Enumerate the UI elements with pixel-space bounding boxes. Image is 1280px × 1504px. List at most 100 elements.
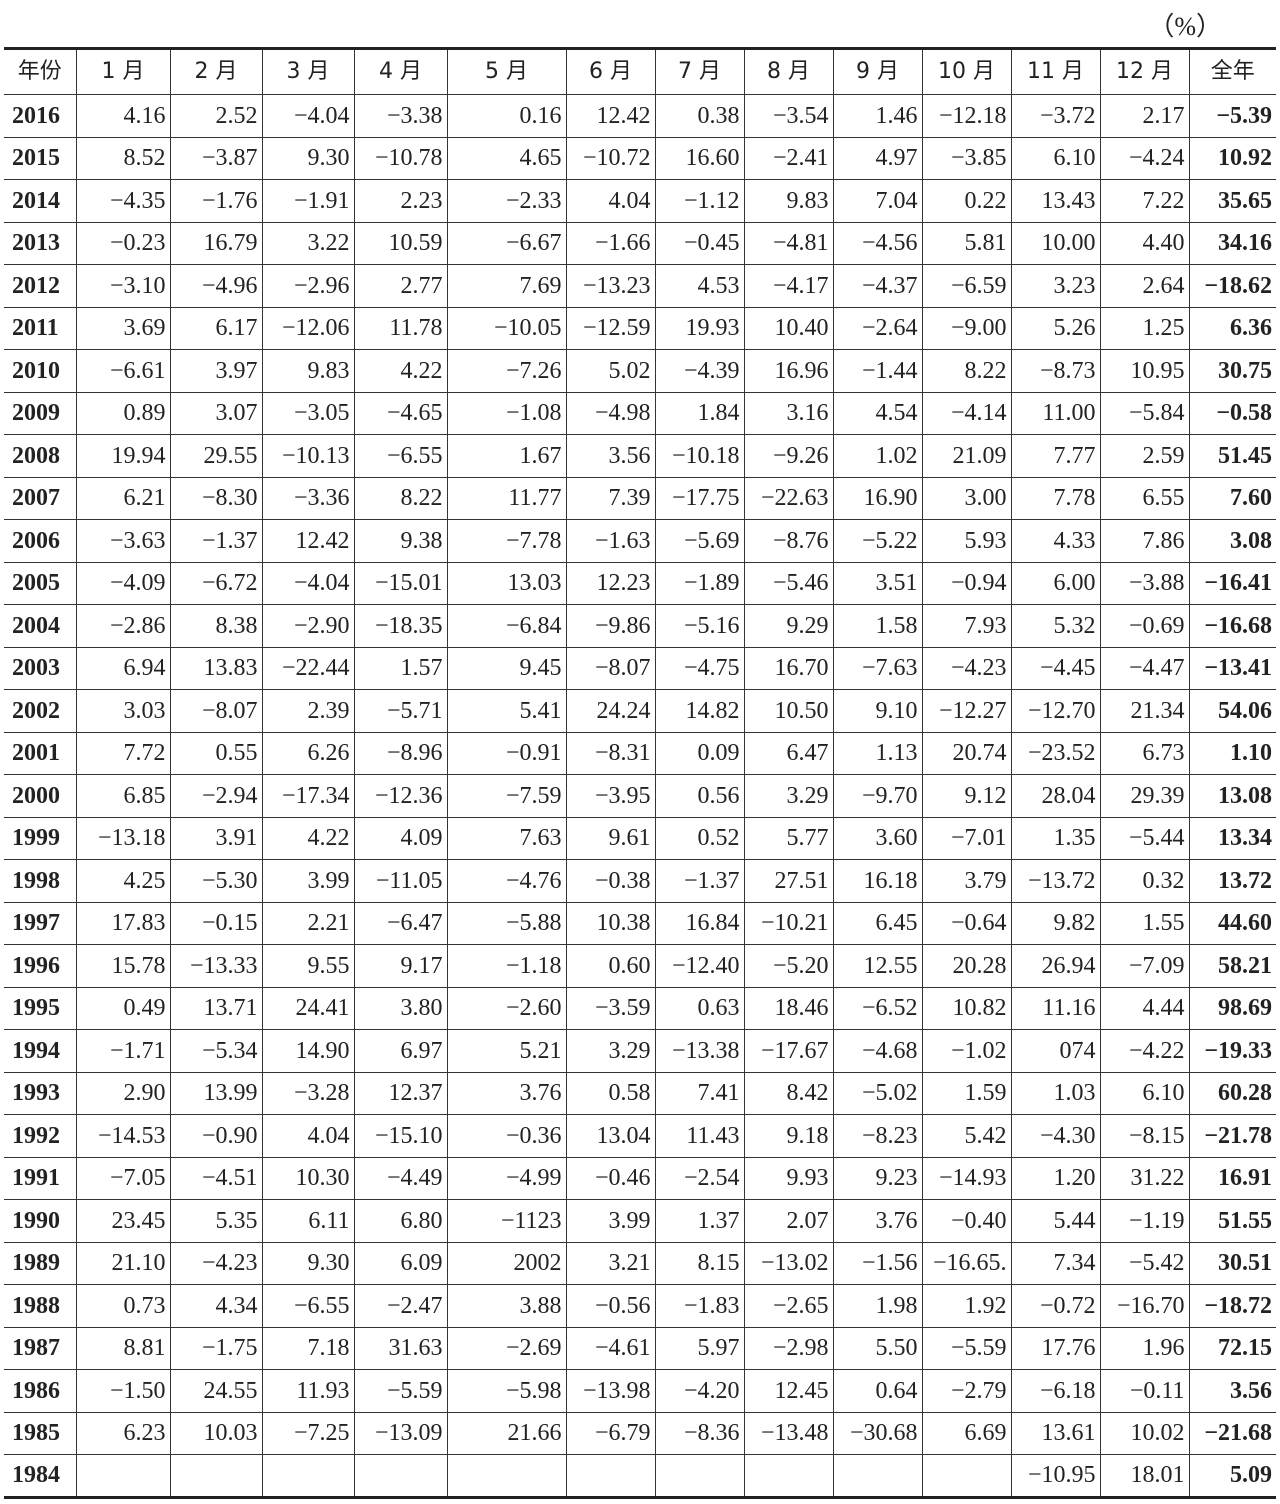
month-cell: −4.30 [1010, 1114, 1101, 1158]
month-cell: 8.52 [75, 136, 171, 180]
month-cell: −5.42 [1099, 1241, 1190, 1285]
table-row: 1996 15.78 −13.33 9.55 9.17 −1.18 0.60 −12.40 −5… [4, 944, 1276, 988]
table-row: 1995 0.49 13.71 24.41 3.80 −2.60 −3.59 0.63 18.4… [4, 986, 1276, 1030]
year-cell: 1985 [4, 1411, 77, 1455]
month-cell: −5.59 [353, 1369, 448, 1413]
month-cell: 21.09 [921, 434, 1012, 478]
month-cell: −17.34 [261, 774, 355, 818]
month-cell: −13.23 [565, 264, 656, 308]
year-cell: 2011 [4, 306, 77, 350]
year-cell: 1998 [4, 859, 77, 903]
table-row: 1999 −13.18 3.91 4.22 4.09 7.63 9.61 0.52 5.77 3.… [4, 816, 1276, 860]
month-cell: −1.66 [565, 221, 656, 265]
month-cell: 6.69 [921, 1411, 1012, 1455]
month-cell: −14.53 [75, 1114, 171, 1158]
month-cell: 3.76 [446, 1071, 567, 1115]
month-cell: −2.96 [261, 264, 355, 308]
month-cell: 5.02 [565, 349, 656, 393]
month-cell: −2.54 [654, 1156, 745, 1200]
month-cell: 0.56 [654, 774, 745, 818]
month-cell: 4.54 [832, 391, 923, 435]
month-cell: −4.98 [565, 391, 656, 435]
month-cell: 6.47 [743, 731, 834, 775]
annual-total-cell: −19.33 [1188, 1029, 1276, 1073]
month-cell: 3.29 [565, 1029, 656, 1073]
month-cell: −6.18 [1010, 1369, 1101, 1413]
month-cell: 3.00 [921, 476, 1012, 520]
table-row: 2000 6.85 −2.94 −17.34 −12.36 −7.59 −3.95 0.56 3… [4, 774, 1276, 818]
month-cell: 3.79 [921, 859, 1012, 903]
month-cell: 3.22 [261, 221, 355, 265]
month-cell: −4.81 [743, 221, 834, 265]
year-cell: 2007 [4, 476, 77, 520]
month-cell: −4.96 [169, 264, 263, 308]
year-cell: 2001 [4, 731, 77, 775]
month-cell: 1.13 [832, 731, 923, 775]
month-cell: 7.78 [1010, 476, 1101, 520]
month-cell: −6.67 [446, 221, 567, 265]
month-cell: 1.84 [654, 391, 745, 435]
month-cell [654, 1454, 745, 1499]
annual-total-cell: 7.60 [1188, 476, 1276, 520]
month-cell: 4.16 [75, 94, 171, 138]
month-cell: 2.64 [1099, 264, 1190, 308]
month-cell: −5.98 [446, 1369, 567, 1413]
month-cell: 2.90 [75, 1071, 171, 1115]
month-cell: 0.49 [75, 986, 171, 1030]
month-cell: 26.94 [1010, 944, 1101, 988]
month-cell: −11.05 [353, 859, 448, 903]
table-row: 1989 21.10 −4.23 9.30 6.09 2002 3.21 8.15 −13.02… [4, 1241, 1276, 1285]
month-cell [921, 1454, 1012, 1499]
month-cell: −8.23 [832, 1114, 923, 1158]
month-cell: −2.94 [169, 774, 263, 818]
year-cell: 1984 [4, 1454, 77, 1499]
month-cell: 6.55 [1099, 476, 1190, 520]
month-cell: −4.56 [832, 221, 923, 265]
month-cell: 5.26 [1010, 306, 1101, 350]
annual-total-cell: −13.41 [1188, 646, 1276, 690]
month-cell: −5.16 [654, 604, 745, 648]
year-cell: 1990 [4, 1199, 77, 1243]
month-cell: −1.71 [75, 1029, 171, 1073]
month-cell: −8.96 [353, 731, 448, 775]
month-cell [832, 1454, 923, 1499]
year-cell: 2008 [4, 434, 77, 478]
table-row: 1984 −10.95 18.01 5.09 [4, 1454, 1276, 1499]
month-cell: 7.63 [446, 816, 567, 860]
month-cell: −10.18 [654, 434, 745, 478]
month-cell: 16.79 [169, 221, 263, 265]
month-cell: −12.18 [921, 94, 1012, 138]
month-cell: 6.85 [75, 774, 171, 818]
month-cell: 0.60 [565, 944, 656, 988]
month-cell: 12.55 [832, 944, 923, 988]
month-cell: 0.55 [169, 731, 263, 775]
month-cell: 1.96 [1099, 1326, 1190, 1370]
month-cell: 9.38 [353, 519, 448, 563]
month-cell: 9.10 [832, 689, 923, 733]
month-cell: −4.75 [654, 646, 745, 690]
month-cell: 11.00 [1010, 391, 1101, 435]
header-month-12: 12 月 [1099, 47, 1190, 95]
table-row: 2010 −6.61 3.97 9.83 4.22 −7.26 5.02 −4.39 16.96… [4, 349, 1276, 393]
month-cell: 24.24 [565, 689, 656, 733]
month-cell [565, 1454, 656, 1499]
month-cell: 2002 [446, 1241, 567, 1285]
month-cell: 10.02 [1099, 1411, 1190, 1455]
year-cell: 1999 [4, 816, 77, 860]
month-cell: 3.60 [832, 816, 923, 860]
month-cell: −7.05 [75, 1156, 171, 1200]
month-cell: 7.39 [565, 476, 656, 520]
month-cell: 10.03 [169, 1411, 263, 1455]
month-cell: 5.97 [654, 1326, 745, 1370]
month-cell: 4.09 [353, 816, 448, 860]
month-cell: 6.73 [1099, 731, 1190, 775]
month-cell: −0.91 [446, 731, 567, 775]
month-cell: −5.30 [169, 859, 263, 903]
month-cell: 3.99 [565, 1199, 656, 1243]
header-month-2: 2 月 [169, 47, 263, 95]
month-cell: 1.25 [1099, 306, 1190, 350]
month-cell: −6.47 [353, 901, 448, 945]
month-cell: 16.96 [743, 349, 834, 393]
month-cell: −2.79 [921, 1369, 1012, 1413]
month-cell: −3.36 [261, 476, 355, 520]
